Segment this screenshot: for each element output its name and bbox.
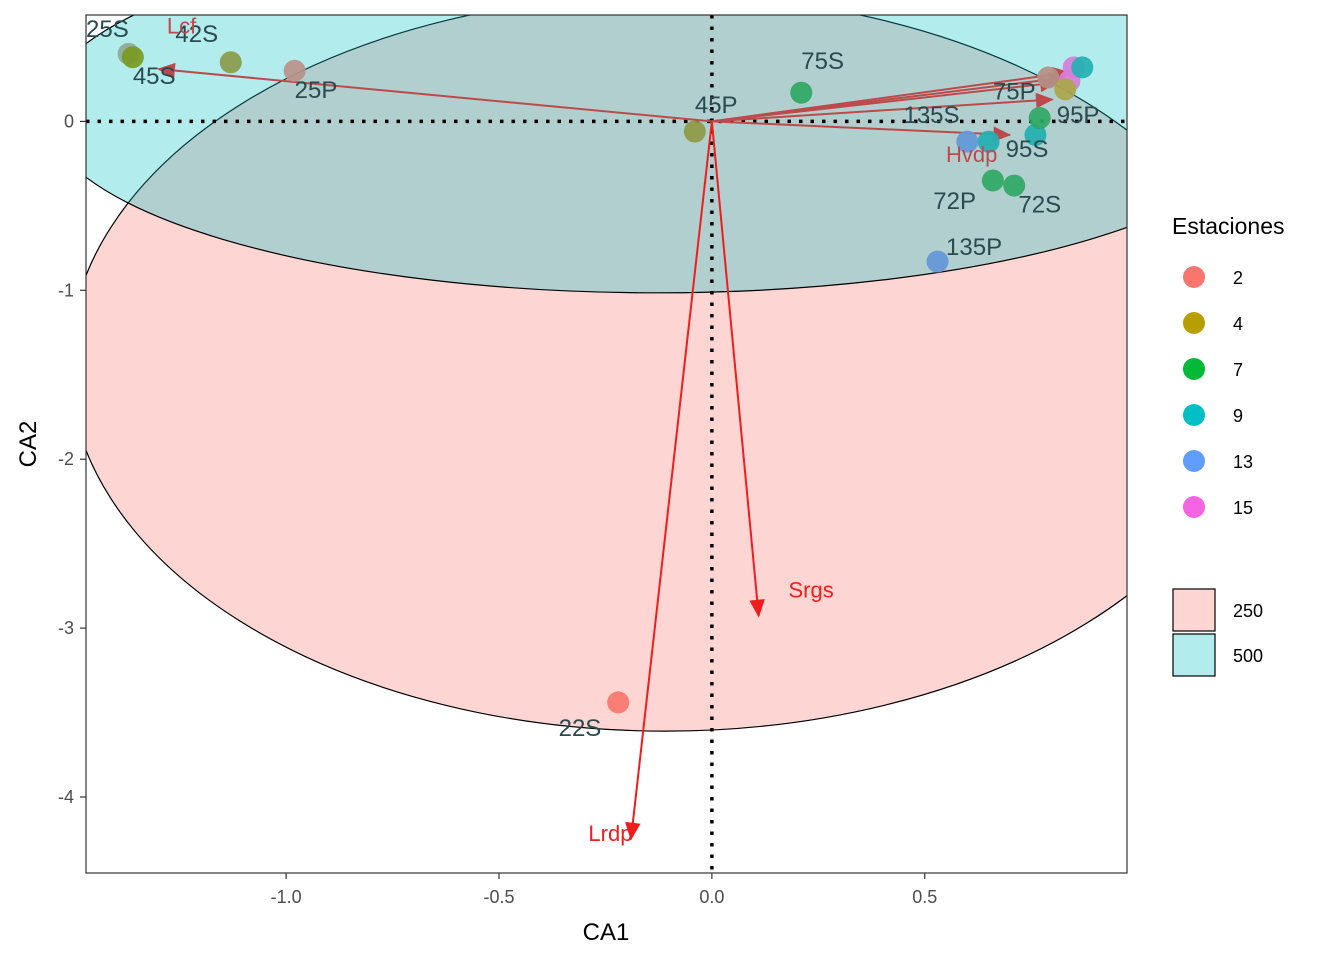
point-45P [684,121,706,143]
y-tick-label: -1 [58,280,74,300]
y-tick-label: -3 [58,618,74,638]
legend-swatch-station-9 [1183,404,1205,426]
y-tick-label: 0 [64,111,74,131]
legend-label-station-2: 2 [1233,268,1243,288]
point-label-75P: 75P [993,78,1036,105]
vector-label-Lrdp: Lrdp [588,821,632,846]
legend-swatch-station-7 [1183,358,1205,380]
vector-label-Srgs: Srgs [789,578,834,603]
y-axis-title: CA2 [15,421,42,468]
x-tick-label: -0.5 [483,887,514,907]
vector-label-Hvdp: Hvdp [946,142,997,167]
y-tick-label: -2 [58,449,74,469]
point-label-72S: 72S [1018,192,1061,219]
point-label-135P: 135P [946,234,1002,261]
point-label-22S: 22S [559,715,602,742]
legend-swatch-station-15 [1183,496,1205,518]
point-label-95S: 95S [1006,136,1049,163]
legend-label-station-15: 15 [1233,498,1253,518]
point-72P [982,170,1004,192]
point-75S [790,82,812,104]
legend-fill-label-500: 500 [1233,646,1263,666]
x-axis-title: CA1 [583,919,630,946]
x-tick-label: 0.0 [699,887,724,907]
point-station-7-18 [1029,107,1051,129]
point-label-95P: 95P [1057,102,1100,129]
x-tick-label: -1.0 [271,887,302,907]
legend-label-station-9: 9 [1233,406,1243,426]
point-label-75S: 75S [801,48,844,75]
point-label-25S: 25S [86,16,129,43]
point-label-72P: 72P [933,188,976,215]
point-station-9-16 [1071,56,1093,78]
legend-swatch-station-2 [1183,266,1205,288]
legend-fill-label-250: 250 [1233,601,1263,621]
legend-title: Estaciones [1172,213,1285,239]
vector-label-Lcf: Lcf [167,14,197,39]
point-label-135S: 135S [903,102,959,129]
point-42S [220,51,242,73]
legend-fill-swatch-250 [1173,589,1215,631]
x-tick-label: 0.5 [912,887,937,907]
point-label-45P: 45P [695,92,738,119]
point-station-4-17 [1054,78,1076,100]
point-22S [607,691,629,713]
legend-label-station-7: 7 [1233,360,1243,380]
y-tick-label: -4 [58,787,74,807]
legend-swatch-station-13 [1183,450,1205,472]
legend-swatch-station-4 [1183,312,1205,334]
legend-label-station-4: 4 [1233,314,1243,334]
legend: Estaciones 2 4 7 9 13 15 250 500 [1172,213,1285,676]
legend-label-station-13: 13 [1233,452,1253,472]
legend-fill-swatch-500 [1173,634,1215,676]
point-label-25P: 25P [295,77,338,104]
point-label-45S: 45S [133,63,176,90]
